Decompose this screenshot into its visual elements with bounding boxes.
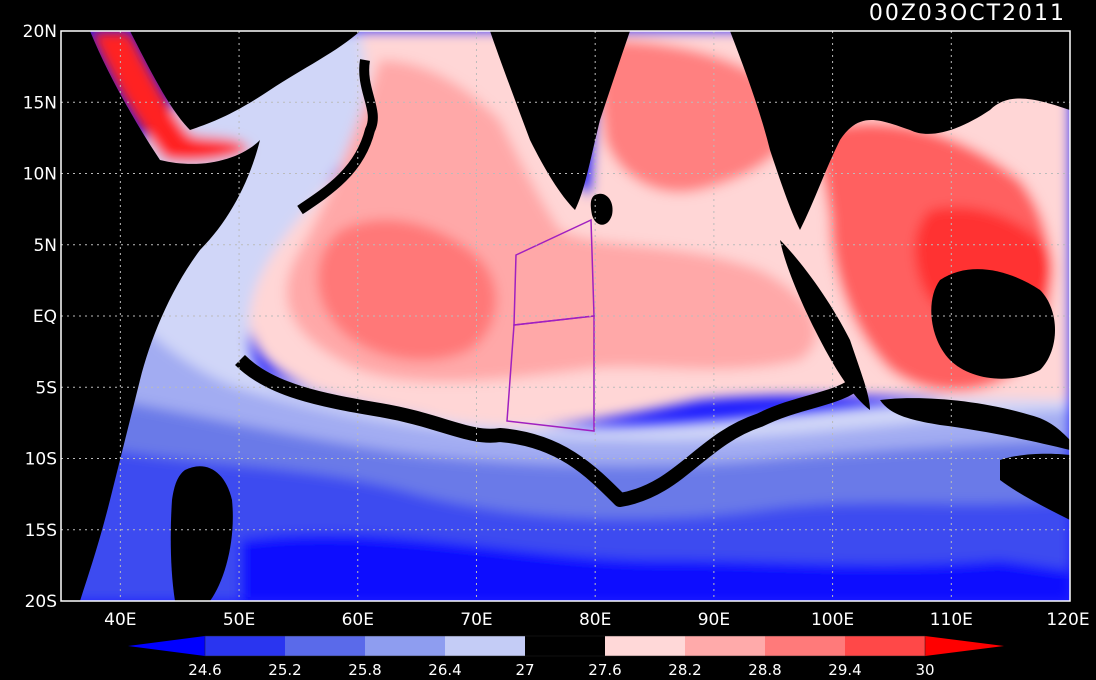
colorbar-level-label: 25.2	[268, 661, 301, 679]
map-frame	[60, 30, 1071, 602]
sst-band-warm-3	[317, 219, 497, 361]
land-arabia	[130, 31, 360, 130]
region-box-south	[506, 315, 595, 432]
lat-label: 15S	[25, 521, 57, 541]
colorbar-swatch	[605, 636, 686, 656]
land-india	[490, 31, 630, 210]
lat-label: 20N	[23, 22, 57, 42]
lat-label: EQ	[33, 307, 57, 327]
map-plot-area	[61, 31, 1070, 601]
colorbar-level-label: 28.8	[748, 661, 781, 679]
lat-label: 15N	[23, 93, 57, 113]
longitude-axis-labels: 40E 50E 60E 70E 80E 90E 100E 110E 120E	[104, 610, 1089, 630]
land	[61, 31, 1070, 601]
map-gridlines	[61, 31, 1070, 601]
colorbar-arrow-low	[128, 636, 205, 656]
lon-label: 90E	[698, 610, 730, 630]
colorbar-level-label: 25.8	[348, 661, 381, 679]
land-borneo	[931, 269, 1055, 379]
timestamp-label: 00Z03OCT2011	[869, 1, 1066, 26]
colorbar-level-label: 27.6	[588, 661, 621, 679]
colorbar-swatch	[365, 636, 446, 656]
lon-label: 60E	[342, 610, 374, 630]
land-java	[880, 398, 1070, 450]
land-sumatra	[780, 240, 870, 410]
sst-band-26	[61, 380, 1070, 519]
colorbar-level-label: 29.4	[828, 661, 861, 679]
colorbar-swatch	[685, 636, 766, 656]
latitude-axis-labels: 20N 15N 10N 5N EQ 5S 10S 15S 20S	[23, 22, 57, 612]
colorbar-level-label: 28.2	[668, 661, 701, 679]
lon-label: 70E	[460, 610, 492, 630]
sst-band-26-5	[61, 240, 1070, 466]
lat-label: 10S	[25, 450, 57, 470]
lon-label: 40E	[104, 610, 136, 630]
lon-label: 100E	[811, 610, 854, 630]
sst-band-hot-redsea	[90, 31, 250, 162]
lon-label: 50E	[223, 610, 255, 630]
lat-label: 10N	[23, 165, 57, 185]
land-madagascar	[170, 466, 233, 601]
colorbar-swatch	[525, 636, 606, 656]
colorbar-swatch	[285, 636, 366, 656]
colorbar-swatch	[205, 636, 286, 656]
colorbar-swatch	[445, 636, 526, 656]
sst-field	[61, 31, 1070, 601]
lat-label: 5S	[35, 378, 57, 398]
colorbar-outline	[204, 635, 926, 657]
land-sri-lanka	[590, 193, 613, 225]
sst-27-6-ribbon-north	[297, 59, 378, 215]
land-southeast-asia	[730, 31, 1070, 230]
lat-label: 5N	[33, 236, 57, 256]
colorbar-level-label: 24.6	[188, 661, 221, 679]
sst-band-27	[61, 31, 1070, 441]
sst-band-cool-mid	[240, 534, 1070, 601]
colorbar-swatch	[765, 636, 846, 656]
colorbar-level-label: 26.4	[428, 661, 461, 679]
lat-label: 20S	[25, 592, 57, 612]
colorbar-labels: 24.6 25.2 25.8 26.4 27 27.6 28.2 28.8 29.4 30	[188, 661, 934, 679]
region-boxes	[506, 218, 595, 432]
colorbar-level-label: 30	[915, 661, 934, 679]
lon-label: 120E	[1046, 610, 1089, 630]
lon-label: 80E	[579, 610, 611, 630]
colorbar-arrow-high	[925, 636, 1004, 656]
colorbar-level-label: 27	[515, 661, 534, 679]
colorbar	[128, 635, 1004, 657]
colorbar-swatch	[845, 636, 926, 656]
lon-label: 110E	[930, 610, 973, 630]
land-australia	[1000, 453, 1070, 520]
